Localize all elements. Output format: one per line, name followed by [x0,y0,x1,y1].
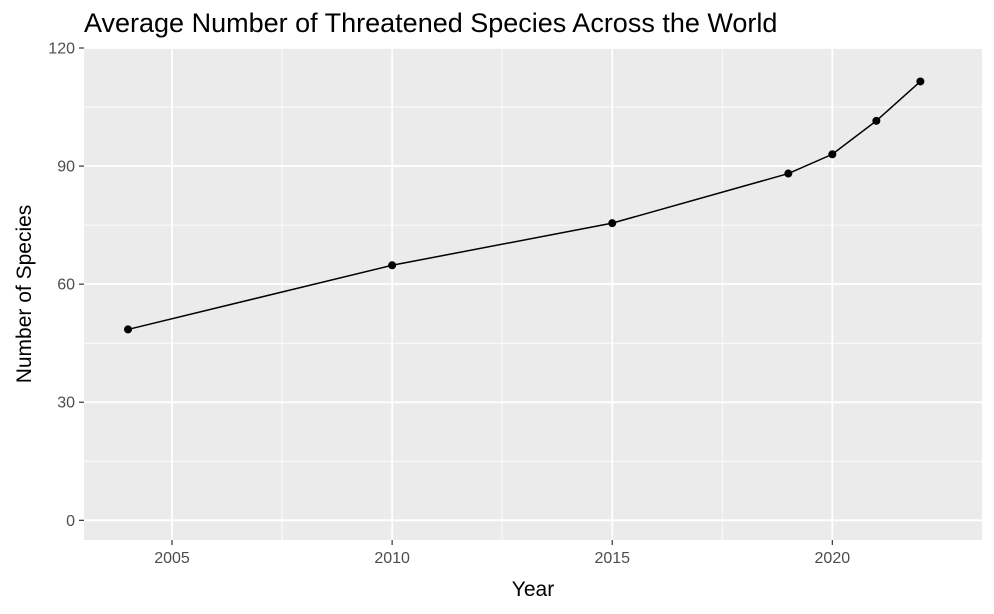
data-point [828,150,837,159]
chart-title: Average Number of Threatened Species Acr… [84,8,778,38]
y-tick-label: 60 [57,277,75,294]
x-tick-label: 2010 [374,550,410,567]
y-axis: 0 30 60 90 120 [48,41,84,530]
plot-panel [84,48,982,540]
data-point [608,219,617,228]
y-tick-label: 90 [57,159,75,176]
major-gridlines [84,47,982,540]
data-point [124,325,133,334]
y-axis-title: Number of Species [13,205,36,384]
data-point [872,116,881,125]
y-tick-label: 120 [48,41,75,58]
series-layer [124,77,925,334]
y-tick-label: 0 [66,513,75,530]
y-tick-label: 30 [57,395,75,412]
x-axis-title: Year [512,578,554,601]
x-tick-label: 2020 [815,550,851,567]
data-point [916,77,925,86]
data-point [388,261,397,270]
data-point [784,169,793,178]
x-axis: 2005 2010 2015 2020 [154,540,850,567]
x-tick-label: 2015 [594,550,630,567]
x-tick-label: 2005 [154,550,190,567]
